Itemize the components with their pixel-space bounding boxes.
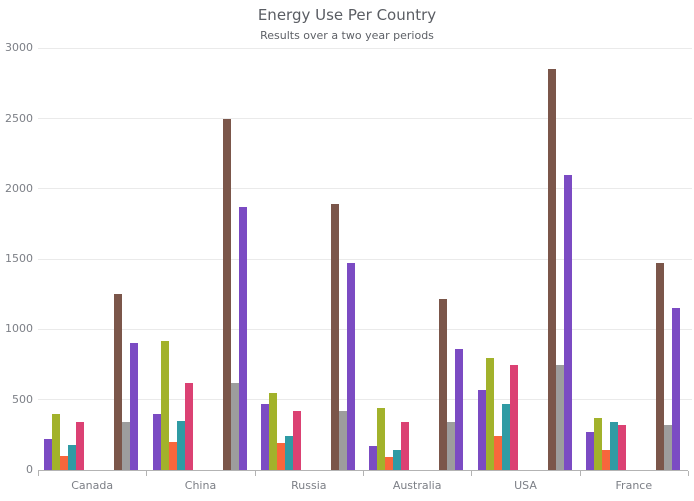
x-axis-label-usa: USA: [514, 479, 537, 492]
gridline-3000: [38, 47, 692, 49]
bar-canada-series-8-purple[interactable]: [130, 343, 139, 470]
bar-france-series-2-green[interactable]: [594, 417, 603, 470]
bar-canada-series-2-green[interactable]: [52, 413, 61, 470]
bar-australia-series-8-purple[interactable]: [455, 349, 464, 470]
x-axis-label-australia: Australia: [392, 479, 442, 492]
gridline-500: [38, 399, 692, 401]
bar-australia-series-2-green[interactable]: [377, 408, 386, 470]
bar-russia-series-6-brown[interactable]: [331, 204, 339, 470]
y-axis-label-3000: 3000: [5, 41, 33, 55]
x-axis-line: [38, 470, 688, 471]
bar-australia-series-5-pink[interactable]: [401, 422, 410, 470]
bar-australia-series-1-purple[interactable]: [369, 446, 378, 470]
bar-canada-series-1-purple[interactable]: [44, 439, 53, 470]
bar-russia-series-5-pink[interactable]: [293, 410, 302, 470]
bar-canada-series-4-teal[interactable]: [68, 445, 77, 470]
bar-china-series-1-purple[interactable]: [152, 413, 161, 470]
bar-russia-series-2-green[interactable]: [269, 392, 278, 470]
y-axis-label-2000: 2000: [5, 181, 33, 195]
bar-china-series-6-brown[interactable]: [222, 118, 231, 470]
x-axis-label-canada: Canada: [71, 479, 114, 492]
x-axis-tick-0: [38, 471, 39, 476]
x-axis-tick-6: [688, 471, 689, 476]
gridline-1000: [38, 328, 692, 330]
bar-china-series-4-teal[interactable]: [176, 420, 185, 470]
x-axis-label-russia: Russia: [291, 479, 327, 492]
bar-canada-series-6-brown[interactable]: [114, 294, 123, 470]
bar-usa-series-8-purple[interactable]: [563, 174, 572, 470]
bar-france-series-3-orange[interactable]: [602, 450, 611, 470]
bar-russia-series-8-purple[interactable]: [347, 263, 355, 470]
bar-france-series-6-brown[interactable]: [656, 263, 664, 470]
bar-australia-series-6-brown[interactable]: [439, 298, 448, 470]
bar-china-series-7-gray[interactable]: [230, 382, 239, 470]
bar-australia-series-7-gray[interactable]: [447, 422, 456, 470]
y-axis-label-0: 0: [26, 463, 33, 476]
y-axis-label-2500: 2500: [5, 111, 33, 125]
gridline-2000: [38, 188, 692, 190]
y-axis-label-1000: 1000: [5, 322, 33, 336]
bar-usa-series-4-teal[interactable]: [501, 403, 510, 470]
x-axis-tick-5: [579, 471, 581, 476]
chart-title: Energy Use Per Country: [257, 6, 437, 24]
bar-russia-series-1-purple[interactable]: [261, 403, 270, 470]
x-axis-tick-1: [146, 471, 148, 476]
bar-australia-series-4-teal[interactable]: [393, 450, 402, 470]
bar-france-series-5-pink[interactable]: [618, 425, 627, 470]
x-axis-label-china: China: [184, 479, 217, 492]
x-axis-tick-3: [363, 471, 364, 476]
bar-canada-series-3-orange[interactable]: [60, 455, 69, 470]
bar-france-series-1-purple[interactable]: [586, 432, 595, 470]
x-axis-tick-2: [254, 471, 256, 476]
bar-russia-series-3-orange[interactable]: [277, 443, 286, 470]
y-axis-label-500: 500: [12, 392, 33, 406]
gridline-1500: [38, 258, 692, 260]
y-axis-label-1500: 1500: [5, 252, 33, 266]
bar-canada-series-7-gray[interactable]: [122, 421, 131, 470]
bar-usa-series-1-purple[interactable]: [477, 389, 486, 470]
bar-canada-series-5-pink[interactable]: [76, 421, 85, 470]
bar-france-series-7-gray[interactable]: [664, 425, 672, 470]
bar-usa-series-5-pink[interactable]: [509, 364, 518, 470]
bar-usa-series-7-gray[interactable]: [555, 364, 564, 470]
bar-china-series-3-orange[interactable]: [168, 441, 177, 470]
x-axis-label-france: France: [615, 479, 653, 492]
bar-russia-series-7-gray[interactable]: [339, 410, 347, 470]
bar-usa-series-6-brown[interactable]: [547, 69, 556, 470]
bar-france-series-8-purple[interactable]: [672, 308, 680, 470]
bar-china-series-2-green[interactable]: [160, 340, 169, 470]
bar-russia-series-4-teal[interactable]: [285, 436, 294, 470]
chart-subtitle: Results over a two year periods: [260, 29, 434, 42]
bar-usa-series-2-green[interactable]: [485, 357, 494, 470]
bar-china-series-5-pink[interactable]: [184, 382, 193, 470]
gridline-2500: [38, 118, 692, 120]
bar-china-series-8-purple[interactable]: [238, 207, 247, 470]
x-axis-tick-4: [471, 471, 473, 476]
bar-usa-series-3-orange[interactable]: [493, 436, 502, 470]
bar-france-series-4-teal[interactable]: [610, 421, 619, 470]
bar-australia-series-3-orange[interactable]: [385, 457, 394, 470]
